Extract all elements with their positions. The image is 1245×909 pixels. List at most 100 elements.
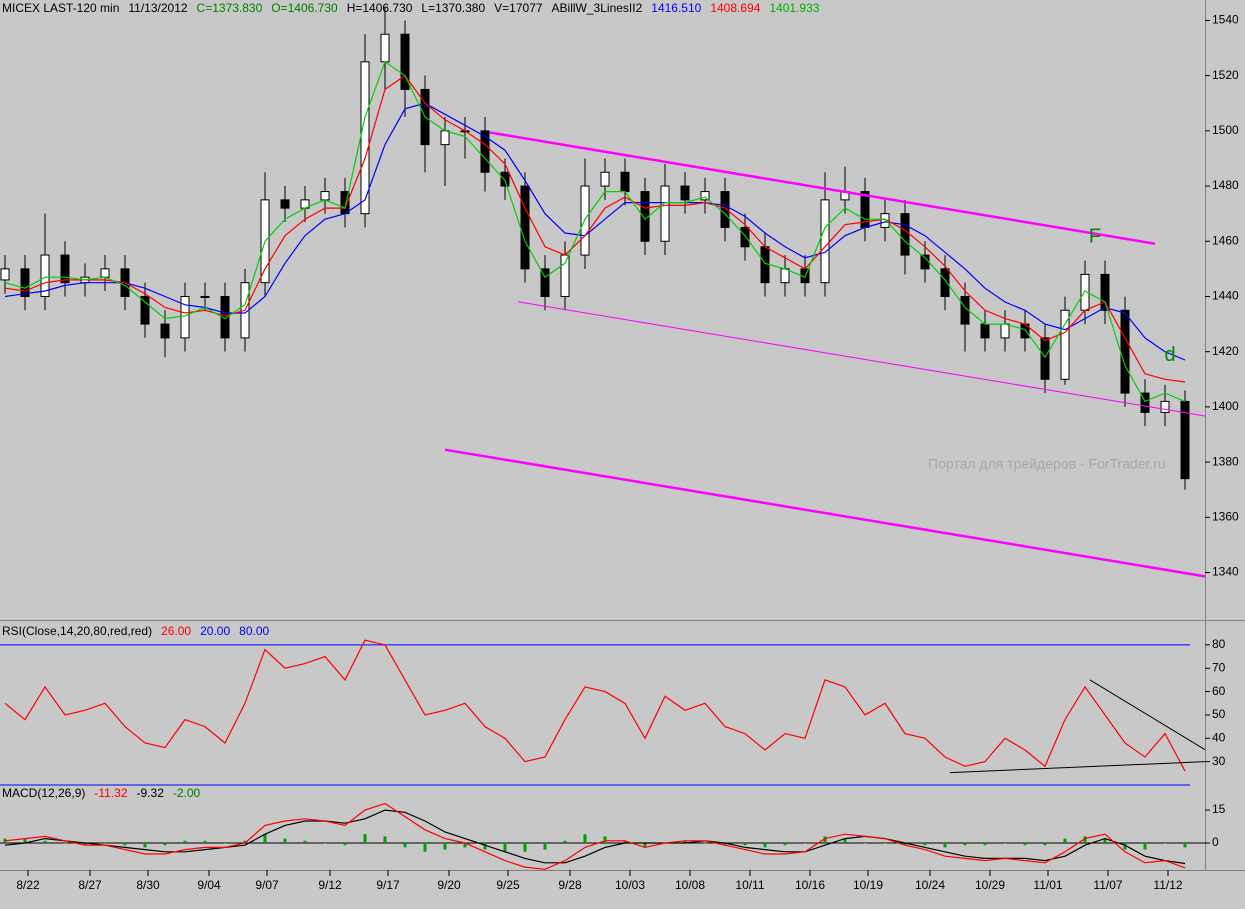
header-item: L=1370.380 xyxy=(421,1,485,15)
header-item: H=1406.730 xyxy=(347,1,413,15)
candle-body xyxy=(600,171,610,187)
y-tick-label: 80 xyxy=(1212,637,1226,651)
header-item: V=17077 xyxy=(494,1,543,15)
series-line xyxy=(4,639,1186,772)
series-line xyxy=(4,60,1186,403)
x-tick-label: 8/30 xyxy=(136,878,160,892)
y-tick-label: 1360 xyxy=(1212,509,1239,523)
histogram-bar xyxy=(123,842,127,846)
x-tick-label: 8/22 xyxy=(16,878,40,892)
histogram-bar xyxy=(323,842,327,844)
header-item: -11.32 xyxy=(94,786,127,800)
x-tick-label: 9/25 xyxy=(496,878,520,892)
histogram-bar xyxy=(723,842,727,846)
x-tick-label: 10/24 xyxy=(915,878,945,892)
candle-body xyxy=(1100,273,1110,311)
histogram-bar xyxy=(443,842,447,850)
y-tick-label: 0 xyxy=(1212,835,1219,849)
x-tick-label: 10/11 xyxy=(735,878,764,892)
trendline xyxy=(1089,679,1206,751)
histogram-bar xyxy=(583,834,587,843)
trendline xyxy=(517,301,1206,417)
x-tick-label: 9/04 xyxy=(197,878,221,892)
panel-header: RSI(Close,14,20,80,red,red) 26.00 20.00 80.… xyxy=(2,624,269,638)
y-tick-label: 1500 xyxy=(1212,123,1239,137)
x-tick-label: 11/12 xyxy=(1153,878,1182,892)
candle-body xyxy=(520,185,530,270)
histogram-bar xyxy=(303,840,307,843)
histogram-bar xyxy=(143,842,147,848)
header-item: 1408.694 xyxy=(710,1,760,15)
x-tick-label: 9/20 xyxy=(437,878,461,892)
histogram-bar xyxy=(923,842,927,846)
x-tick-label: 11/01 xyxy=(1033,878,1062,892)
candle-body xyxy=(880,213,890,228)
candle-body xyxy=(740,226,750,248)
x-tick-label: 9/17 xyxy=(376,878,400,892)
y-tick-label: 1400 xyxy=(1212,399,1239,413)
header-item: 20.00 xyxy=(200,624,230,638)
header-item: MICEX LAST-120 min xyxy=(2,1,119,15)
histogram-bar xyxy=(563,840,567,843)
x-tick-label: 11/07 xyxy=(1093,878,1122,892)
histogram-bar xyxy=(463,842,467,848)
histogram-bar xyxy=(283,838,287,843)
histogram-bar xyxy=(643,842,647,848)
y-tick-label: 1380 xyxy=(1212,454,1239,468)
series-line xyxy=(4,74,1186,383)
histogram-bar xyxy=(83,842,87,846)
histogram-bar xyxy=(1023,842,1027,846)
watermark: Портал для трейдеров - ForTrader.ru xyxy=(928,456,1166,472)
histogram-bar xyxy=(223,842,227,844)
candle-body xyxy=(280,199,290,209)
series-line xyxy=(4,802,1186,870)
x-tick-label: 8/27 xyxy=(78,878,102,892)
header-item: O=1406.730 xyxy=(271,1,338,15)
histogram-bar xyxy=(1143,842,1147,850)
histogram-bar xyxy=(963,842,967,846)
histogram-bar xyxy=(503,842,507,852)
candle-body xyxy=(540,268,550,297)
histogram-bar xyxy=(883,842,887,844)
x-tick-label: 10/03 xyxy=(615,878,645,892)
histogram-bar xyxy=(623,840,627,843)
histogram-bar xyxy=(863,842,867,844)
candle-body xyxy=(560,254,570,297)
annotation: d xyxy=(1164,344,1175,366)
histogram-bar xyxy=(403,842,407,848)
header-item: 80.00 xyxy=(239,624,269,638)
header-item: 1416.510 xyxy=(651,1,701,15)
y-tick-label: 30 xyxy=(1212,754,1226,768)
histogram-bar xyxy=(543,842,547,850)
histogram-bar xyxy=(343,842,347,846)
candle-body xyxy=(180,295,190,339)
candle-body xyxy=(700,191,710,201)
histogram-bar xyxy=(823,836,827,843)
candle-body xyxy=(940,268,950,297)
y-tick-label: 40 xyxy=(1212,730,1226,744)
candle-body xyxy=(660,185,670,242)
x-tick-label: 9/07 xyxy=(255,878,279,892)
histogram-bar xyxy=(1123,842,1127,850)
header-item: MACD(12,26,9) xyxy=(2,786,85,800)
panel-header: MICEX LAST-120 min 11/13/2012 C=1373.830 O=… xyxy=(2,1,820,15)
y-tick-label: 1540 xyxy=(1212,13,1239,27)
x-tick-label: 9/12 xyxy=(318,878,342,892)
series-line xyxy=(4,102,1186,361)
histogram-bar xyxy=(983,842,987,846)
histogram-bar xyxy=(243,840,247,843)
y-tick-label: 1440 xyxy=(1212,289,1239,303)
y-tick-label: 1480 xyxy=(1212,178,1239,192)
candle-body xyxy=(760,246,770,284)
histogram-bar xyxy=(523,842,527,852)
candle-body xyxy=(1060,309,1070,380)
trendline xyxy=(949,761,1206,774)
histogram-bar xyxy=(23,838,27,843)
histogram-bar xyxy=(683,840,687,843)
histogram-bar xyxy=(783,842,787,846)
y-tick-label: 50 xyxy=(1212,707,1226,721)
y-tick-label: 1340 xyxy=(1212,565,1239,579)
histogram-bar xyxy=(483,842,487,850)
